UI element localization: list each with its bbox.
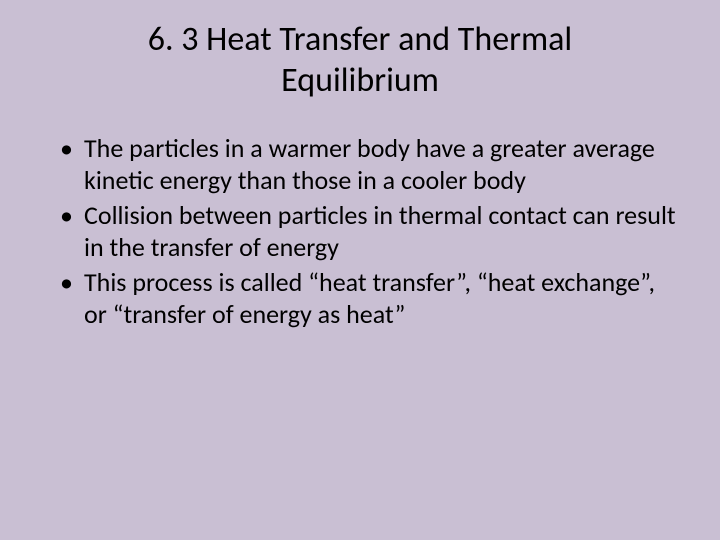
bullet-item: This process is called “heat transfer”, … bbox=[60, 266, 680, 331]
bullet-list: The particles in a warmer body have a gr… bbox=[40, 132, 680, 331]
bullet-item: Collision between particles in thermal c… bbox=[60, 199, 680, 264]
slide-title: 6. 3 Heat Transfer and Thermal Equilibri… bbox=[40, 20, 680, 102]
slide-container: 6. 3 Heat Transfer and Thermal Equilibri… bbox=[0, 0, 720, 540]
bullet-item: The particles in a warmer body have a gr… bbox=[60, 132, 680, 197]
